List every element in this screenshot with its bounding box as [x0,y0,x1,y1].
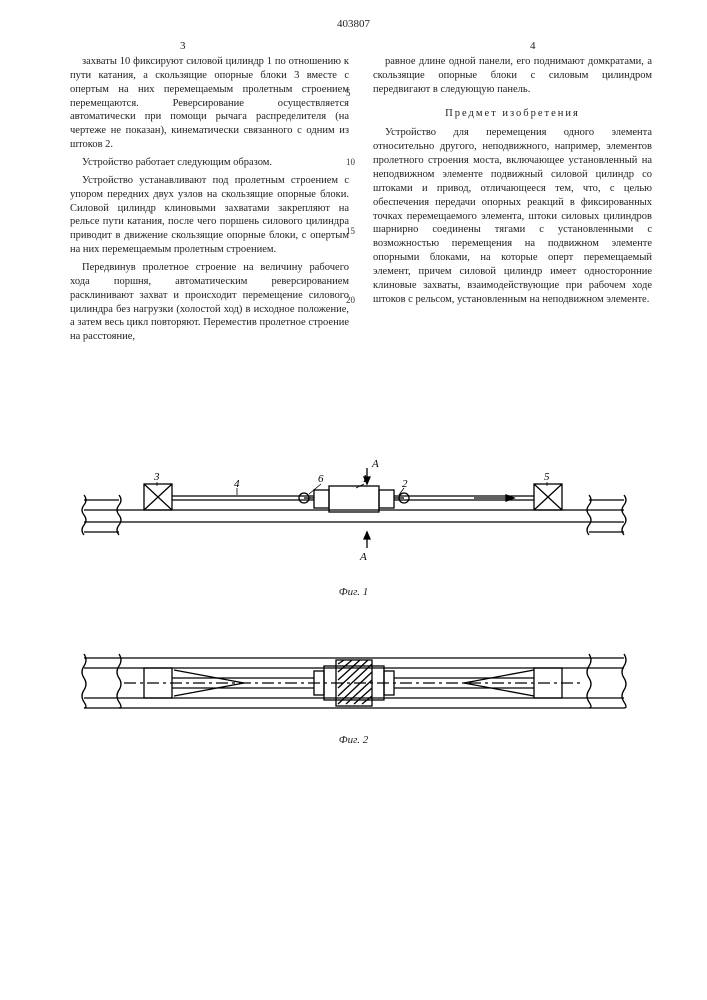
text-columns: захваты 10 фиксируют силовой цилиндр 1 п… [70,55,652,348]
figure-1: 3 4 6 1 2 5 A A Фиг. 1 [60,440,647,598]
figure-2: Фиг. 2 [60,638,647,746]
figure-2-svg [74,638,634,728]
line-marker: 5 [346,88,351,100]
fig1-label-6: 6 [318,473,324,485]
line-marker: 15 [346,226,355,238]
figure-1-svg: 3 4 6 1 2 5 A A [74,440,634,580]
figures-area: 3 4 6 1 2 5 A A Фиг. 1 [60,440,647,786]
fig1-caption: Фиг. 1 [60,586,647,598]
left-p2: Устройство работает следующим образом. [70,156,349,170]
line-marker: 20 [346,295,355,307]
right-column: равное длине одной панели, его поднимают… [373,55,652,348]
left-column: захваты 10 фиксируют силовой цилиндр 1 п… [70,55,349,348]
right-p1: равное длине одной панели, его поднимают… [373,55,652,97]
column-number-right: 4 [530,40,536,52]
fig1-label-3: 3 [153,471,160,483]
section-title: Предмет изобретения [373,107,652,121]
left-p3: Устройство устанавливают под пролетным с… [70,174,349,257]
fig2-caption: Фиг. 2 [60,734,647,746]
line-marker: 10 [346,157,355,169]
fig1-label-1: 1 [362,473,368,485]
fig1-section-a-top: A [371,458,379,470]
right-p2: Устройство для перемещения одного элемен… [373,126,652,306]
left-p4: Передвинув пролетное строение на величин… [70,261,349,344]
fig1-label-5: 5 [544,471,550,483]
patent-number: 403807 [0,0,707,30]
fig1-label-2: 2 [402,478,408,490]
fig1-section-a-bot: A [359,551,367,563]
column-number-left: 3 [180,40,186,52]
left-p1: захваты 10 фиксируют силовой цилиндр 1 п… [70,55,349,152]
